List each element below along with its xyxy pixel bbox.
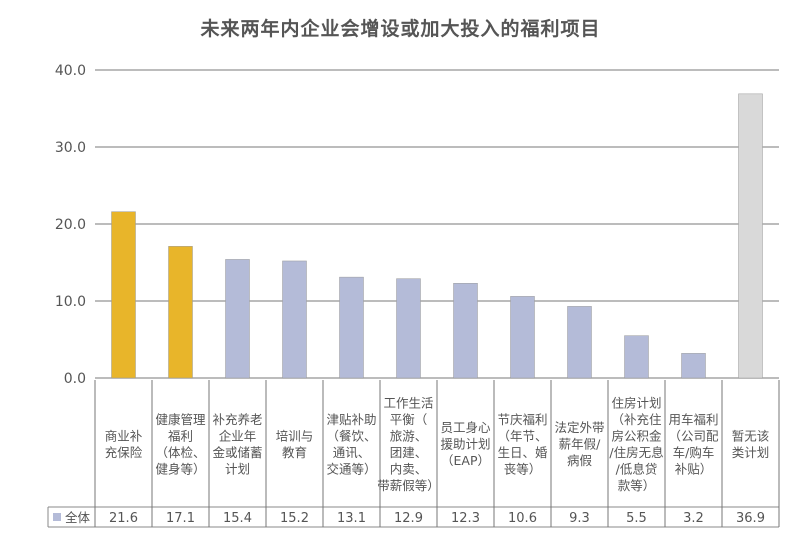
category-label-line: 通讯、 <box>333 445 371 460</box>
category-label-line: 节庆福利 <box>497 412 547 427</box>
category-label-line: （EAP） <box>441 453 490 468</box>
category-label: 住房计划 （补充住房公积金/住房无息/低息贷款等） <box>609 395 663 493</box>
category-label: 暂无该类计划 <box>732 428 770 460</box>
category-label: 培训与教育 <box>276 428 314 460</box>
bar <box>681 353 706 379</box>
category-label-line: 丧等） <box>504 461 542 476</box>
category-label-line: 援助计划 <box>440 437 490 452</box>
category-label-line: 教育 <box>282 445 307 460</box>
category-label: 法定外带薪年假/病假 <box>554 420 604 468</box>
data-label: 5.5 <box>626 511 647 526</box>
category-label-line: 带薪假等） <box>377 478 440 493</box>
category-label-line: 员工身心 <box>440 420 491 435</box>
bar <box>282 260 307 379</box>
data-label: 15.4 <box>223 511 252 526</box>
bar <box>339 276 364 379</box>
bar <box>567 306 592 379</box>
category-label: 用车福利（公司配车/购车补贴） <box>668 412 719 477</box>
data-label: 21.6 <box>109 511 138 526</box>
category-label-line: 工作生活 <box>383 395 433 410</box>
category-label-line: 生日、婚 <box>497 445 548 460</box>
bar <box>510 296 535 379</box>
category-label-line: 福利 <box>168 428 193 443</box>
category-label-line: /低息贷 <box>616 461 658 476</box>
bar <box>225 259 250 379</box>
category-label-line: 交通等） <box>326 461 376 476</box>
category-label-line: 金或储蓄 <box>212 445 262 460</box>
category-label: 工作生活平衡（旅游、团建、内卖、带薪假等） <box>377 395 440 493</box>
y-tick-label: 30.0 <box>55 140 86 156</box>
bar <box>168 246 193 379</box>
category-label-line: 病假 <box>567 453 593 468</box>
category-label-line: （公司配 <box>668 428 719 443</box>
category-label-line: 商业补 <box>105 428 143 443</box>
category-label-line: 暂无该 <box>732 428 770 443</box>
category-label-line: 充保险 <box>105 445 143 460</box>
data-label: 36.9 <box>736 511 765 526</box>
y-tick-label: 20.0 <box>55 217 86 233</box>
category-label: 员工身心援助计划（EAP） <box>440 420 491 468</box>
category-label-line: （餐饮、 <box>326 428 376 443</box>
category-label-line: 类计划 <box>732 445 770 460</box>
data-label: 10.6 <box>508 511 537 526</box>
data-label: 9.3 <box>569 511 590 526</box>
legend-swatch <box>53 513 61 521</box>
category-label-line: 用车福利 <box>668 412 718 427</box>
category-label-line: 内卖、 <box>390 461 428 476</box>
category-label: 商业补充保险 <box>105 428 143 460</box>
category-label-line: 津贴补助 <box>326 412 376 427</box>
chart-title: 未来两年内企业会增设或加大投入的福利项目 <box>200 18 601 40</box>
category-label-line: 车/购车 <box>673 445 715 460</box>
category-label-line: 住房计划 <box>611 395 661 410</box>
category-label-line: 健身等） <box>155 461 205 476</box>
category-label: 健康管理福利 （体检、健身等） <box>155 412 206 477</box>
y-tick-label: 0.0 <box>64 371 86 387</box>
category-label-line: （补充住 <box>611 412 662 427</box>
bar <box>738 93 763 379</box>
data-label: 15.2 <box>280 511 309 526</box>
category-label: 补充养老企业年金或储蓄计划 <box>212 412 262 477</box>
category-label-line: 补贴） <box>675 461 713 476</box>
category-label-line: 平衡（ <box>390 412 428 427</box>
category-label: 津贴补助（餐饮、通讯、交通等） <box>326 412 376 477</box>
category-label-line: （年节、 <box>497 428 547 443</box>
data-label: 12.9 <box>394 511 423 526</box>
category-label-line: 团建、 <box>390 445 428 460</box>
category-label-line: （体检、 <box>155 445 205 460</box>
bar <box>624 335 649 379</box>
category-label-line: 房公积金 <box>611 428 662 443</box>
category-label-line: 补充养老 <box>212 412 262 427</box>
category-label-line: 薪年假/ <box>559 437 602 452</box>
category-label-line: 旅游、 <box>390 428 428 443</box>
data-label: 17.1 <box>166 511 195 526</box>
y-tick-label: 40.0 <box>55 63 86 79</box>
category-label: 节庆福利（年节、生日、婚丧等） <box>497 412 548 477</box>
category-label-line: 培训与 <box>276 428 314 443</box>
y-tick-label: 10.0 <box>55 294 86 310</box>
bar <box>396 278 421 379</box>
category-label-line: 企业年 <box>219 428 257 443</box>
category-label-line: /住房无息 <box>609 445 663 460</box>
bar <box>453 283 478 379</box>
legend-label: 全体 <box>65 510 91 525</box>
category-label-line: 计划 <box>225 461 250 476</box>
data-label: 12.3 <box>451 511 480 526</box>
data-label: 3.2 <box>683 511 704 526</box>
category-label-line: 法定外带 <box>554 420 604 435</box>
bar <box>111 211 136 379</box>
data-label: 13.1 <box>337 511 366 526</box>
category-label-line: 款等） <box>618 478 656 493</box>
category-label-line: 健康管理 <box>155 412 206 427</box>
